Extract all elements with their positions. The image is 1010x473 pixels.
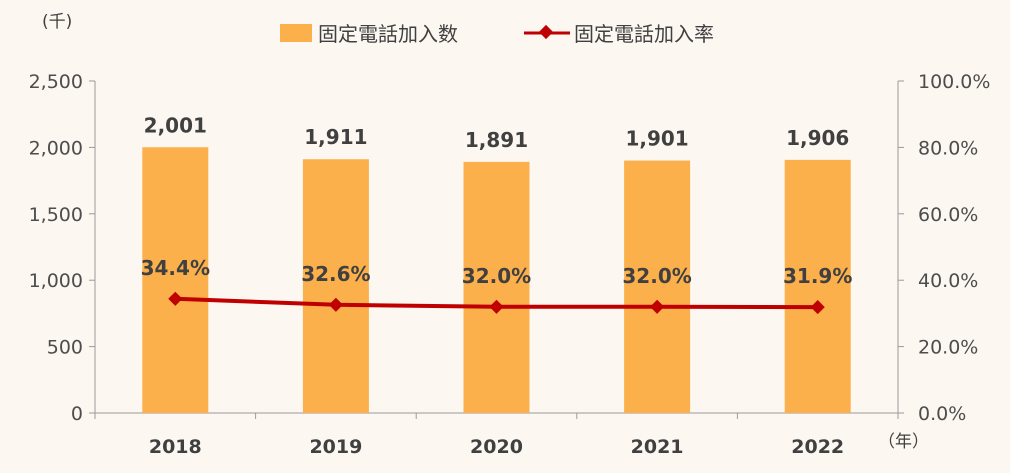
x-tick-label: 2019	[309, 436, 362, 458]
bars	[142, 147, 851, 413]
axes: 0 500 1,000 1,500 2,000 2,500 0.0% 20.0% 40.0% 60…	[29, 71, 991, 458]
y-left-tick-label: 1,000	[29, 270, 83, 292]
x-tick-label: 2018	[149, 436, 202, 458]
y-right-tick-label: 80.0%	[918, 137, 978, 159]
x-tick-label: 2020	[470, 436, 523, 458]
left-axis-unit: (千)	[42, 12, 72, 32]
y-left-tick-label: 2,500	[29, 71, 83, 93]
bar-2021	[624, 160, 691, 413]
y-right-tick-label: 60.0%	[918, 204, 978, 226]
x-axis-unit: （年）	[878, 432, 929, 452]
y-left-tick-label: 0	[71, 403, 83, 425]
rate-value-label: 31.9%	[783, 264, 852, 288]
y-right-tick-label: 100.0%	[918, 71, 990, 93]
bar-2020	[463, 161, 530, 413]
rate-marker-2022	[810, 300, 825, 315]
x-tick-label: 2022	[791, 436, 844, 458]
y-left-tick-label: 2,000	[29, 137, 83, 159]
rate-value-label: 32.0%	[462, 264, 531, 288]
y-left-tick-label: 500	[47, 337, 83, 359]
x-tick-label: 2021	[631, 436, 684, 458]
legend-line-marker	[538, 24, 554, 40]
y-right-tick-label: 0.0%	[918, 403, 966, 425]
bar-value-label: 1,901	[625, 127, 688, 151]
bar-2022	[784, 159, 851, 413]
rate-value-label: 32.0%	[622, 264, 691, 288]
rate-marker-2019	[328, 297, 343, 312]
bar-2019	[302, 159, 369, 413]
bar-value-label: 1,906	[786, 126, 849, 150]
rate-marker-2018	[168, 291, 183, 306]
bar-value-label: 1,891	[465, 128, 528, 152]
rate-line	[168, 291, 825, 315]
rate-marker-2021	[650, 299, 665, 314]
bar-2018	[142, 147, 209, 413]
legend-line-label: 固定電話加入率	[574, 22, 714, 46]
y-right-tick-label: 20.0%	[918, 337, 978, 359]
rate-value-label: 34.4%	[141, 256, 210, 280]
bar-value-label: 1,911	[304, 125, 367, 149]
y-right-tick-label: 40.0%	[918, 270, 978, 292]
legend-bar-swatch	[280, 24, 312, 42]
bar-value-label: 2,001	[144, 113, 207, 137]
legend: 固定電話加入数 固定電話加入率	[280, 22, 714, 46]
legend-bar-label: 固定電話加入数	[318, 22, 458, 46]
rate-value-label: 32.6%	[301, 262, 370, 286]
rate-marker-2020	[489, 299, 504, 314]
data-labels: 2,001 1,911 1,891 1,901 1,906 34.4% 32.6% 32.0%…	[141, 113, 853, 288]
y-left-tick-label: 1,500	[29, 204, 83, 226]
